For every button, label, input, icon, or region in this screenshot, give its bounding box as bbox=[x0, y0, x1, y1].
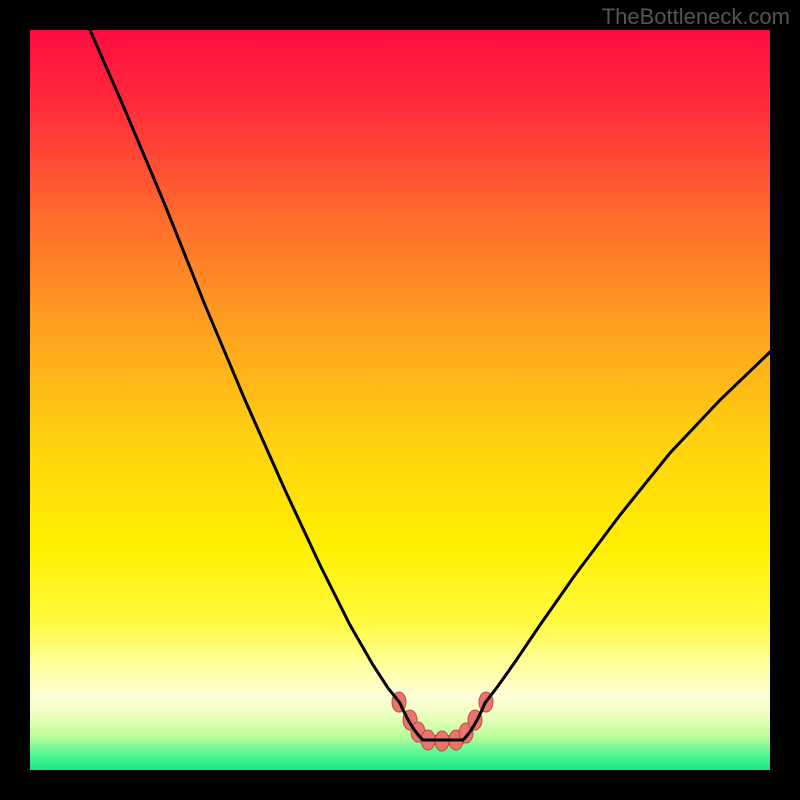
curve-svg bbox=[30, 30, 770, 770]
plot-area bbox=[30, 30, 770, 770]
curve-right bbox=[485, 352, 770, 703]
chart-frame: TheBottleneck.com bbox=[0, 0, 800, 800]
curve-left bbox=[90, 30, 400, 703]
watermark-text: TheBottleneck.com bbox=[602, 4, 790, 30]
